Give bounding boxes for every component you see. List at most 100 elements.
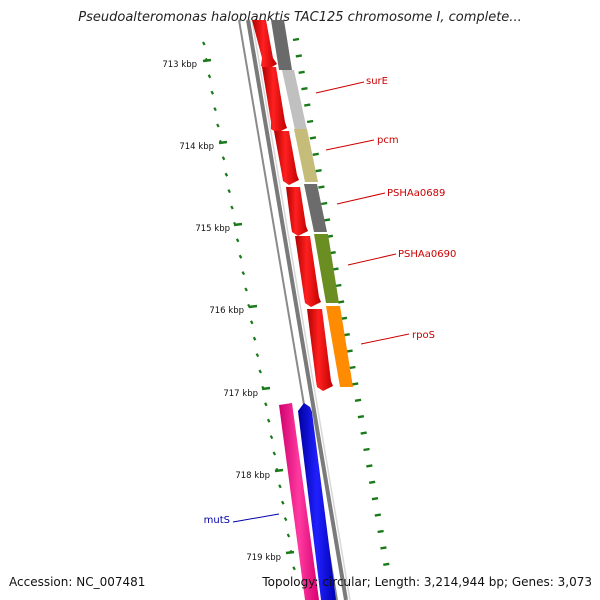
leader-line — [232, 513, 280, 523]
ruler-major-tick — [202, 58, 212, 63]
cds-arrow[interactable] — [262, 67, 287, 133]
ruler-minor-tick — [235, 238, 240, 243]
ruler-minor-tick — [272, 451, 277, 456]
ruler-right-tick — [343, 333, 350, 337]
ruler-minor-tick — [269, 435, 274, 440]
leader-line — [360, 333, 410, 345]
backbone-line-outer — [246, 19, 348, 600]
tick-labels: 713 kbp 714 kbp 715 kbp 716 kbp 717 kbp … — [162, 60, 281, 563]
tick-label: 719 kbp — [246, 553, 281, 563]
ruler-right-tick — [306, 119, 314, 124]
feature-PSHAa0690[interactable] — [314, 234, 339, 303]
leader-line — [347, 253, 397, 266]
ruler-minor-tick — [266, 418, 271, 423]
tick-label: 714 kbp — [179, 142, 214, 152]
chromosome-title: Pseudoalteromonas haloplanktis TAC125 ch… — [78, 10, 522, 25]
cds-forward-strand — [252, 20, 333, 391]
ruler-minor-tick — [278, 484, 282, 489]
ruler-minor-tick — [244, 287, 248, 292]
tick-label: 716 kbp — [209, 306, 244, 316]
leader-line — [336, 192, 386, 205]
cds-arrow[interactable] — [286, 187, 308, 236]
ruler-right-tick — [337, 300, 345, 304]
ruler-minor-tick — [241, 271, 246, 276]
ruler-right-tick — [323, 218, 331, 222]
ruler-minor-tick — [216, 123, 220, 128]
ruler-right-tick — [335, 283, 342, 288]
cds-mutS[interactable] — [279, 403, 319, 600]
ruler-right-tick — [374, 513, 382, 517]
gene-label-PSHAa0689[interactable]: PSHAa0689 — [387, 188, 445, 199]
ruler-minor-tick — [255, 353, 260, 358]
ruler-minor-tick — [286, 533, 291, 538]
tick-ruler — [202, 37, 390, 571]
gene-feature-ring — [271, 20, 353, 387]
ruler-right-tick — [352, 382, 359, 386]
ruler-right-tick — [312, 152, 319, 156]
accession-text: Accession: NC_007481 — [9, 575, 146, 589]
ruler-right-tick — [321, 201, 328, 206]
ruler-right-tick — [318, 185, 325, 189]
ruler-minor-tick — [224, 172, 229, 177]
ruler-right-tick — [298, 70, 305, 74]
ruler-right-tick — [363, 447, 370, 452]
ruler-right-tick — [349, 365, 356, 370]
ruler-right-tick — [304, 103, 311, 107]
gene-label-mutS[interactable]: mutS — [204, 515, 230, 526]
topology-text: Topology: circular; Length: 3,214,944 bp… — [262, 575, 592, 589]
tick-label: 713 kbp — [162, 60, 197, 70]
feature-surE[interactable] — [282, 70, 307, 130]
cds-arrow[interactable] — [307, 309, 333, 391]
ruler-right-tick — [295, 54, 303, 58]
ruler-minor-tick — [252, 336, 257, 341]
gene-label-PSHAa0690[interactable]: PSHAa0690 — [398, 249, 456, 260]
backbone-line-inner — [251, 19, 351, 600]
ruler-major-tick — [218, 140, 228, 145]
cds-arrow-reverse[interactable] — [298, 403, 336, 600]
feature-pcm[interactable] — [294, 129, 318, 182]
ruler-minor-tick — [281, 500, 285, 505]
tick-label: 718 kbp — [235, 471, 270, 481]
ruler-major-tick — [261, 386, 271, 391]
ruler-right-tick — [371, 497, 379, 501]
ruler-right-tick — [366, 464, 373, 468]
leader-line — [325, 139, 375, 151]
ruler-right-tick — [315, 169, 322, 173]
ruler-right-tick — [377, 529, 384, 534]
ruler-right-tick — [309, 136, 317, 140]
ruler-right-tick — [292, 37, 300, 42]
leader-line — [315, 81, 365, 94]
ruler-right-tick — [357, 415, 365, 419]
tick-label: 717 kbp — [223, 389, 258, 399]
feature-gene-top[interactable] — [271, 20, 292, 70]
ruler-minor-tick — [238, 254, 243, 259]
cds-arrow[interactable] — [274, 131, 299, 185]
ruler-right-tick — [383, 562, 390, 566]
ruler-minor-tick — [207, 74, 212, 79]
feature-PSHAa0689[interactable] — [304, 184, 327, 232]
gene-labels: surE pcm PSHAa0689 PSHAa0690 rpoS mutS — [204, 76, 457, 526]
ruler-right-tick — [360, 431, 367, 435]
feature-rpoS[interactable] — [326, 306, 353, 387]
gene-label-surE[interactable]: surE — [366, 76, 388, 87]
gene-label-pcm[interactable]: pcm — [377, 135, 399, 146]
cds-reverse-strand — [279, 403, 336, 600]
ruler-major-tick — [274, 468, 284, 473]
ruler-major-tick — [233, 222, 243, 227]
cds-arrow[interactable] — [252, 20, 277, 70]
ruler-minor-tick — [202, 41, 206, 46]
ruler-minor-tick — [283, 517, 288, 522]
cds-arrow[interactable] — [295, 236, 321, 307]
ruler-minor-tick — [249, 320, 254, 325]
ruler-minor-tick — [210, 90, 215, 95]
ruler-right-tick — [301, 87, 308, 91]
ruler-right-tick — [368, 480, 376, 484]
ruler-minor-tick — [264, 402, 268, 407]
gene-label-rpoS[interactable]: rpoS — [412, 330, 435, 341]
ruler-right-tick — [380, 546, 387, 550]
tick-label: 715 kbp — [195, 224, 230, 234]
ruler-right-tick — [346, 349, 353, 353]
ruler-minor-tick — [292, 566, 296, 571]
